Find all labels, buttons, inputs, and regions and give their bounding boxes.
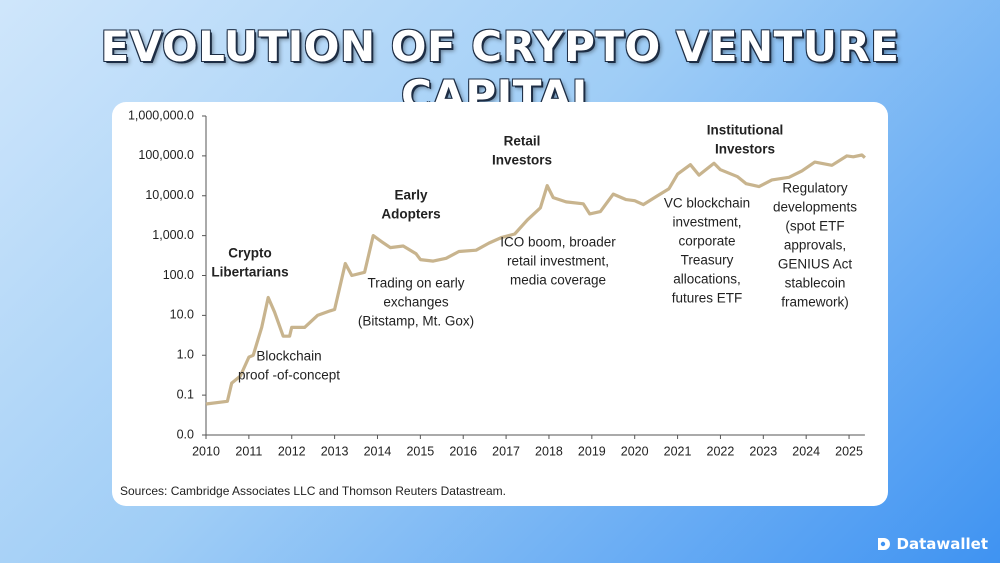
phase-label: Adopters xyxy=(381,207,440,222)
y-tick-label: 1.0 xyxy=(177,348,194,362)
phase-label: Investors xyxy=(492,153,552,168)
x-tick-label: 2014 xyxy=(364,444,392,458)
y-tick-label: 1,000,000.0 xyxy=(128,108,194,122)
phase-note: Treasury xyxy=(681,253,734,268)
phase-note: Trading on early xyxy=(367,276,464,291)
phase-note: GENIUS Act xyxy=(778,257,853,272)
y-tick-label: 10.0 xyxy=(170,308,194,322)
x-tick-label: 2020 xyxy=(621,444,649,458)
x-tick-label: 2010 xyxy=(192,444,220,458)
phase-note: investment, xyxy=(672,215,741,230)
chart-card xyxy=(112,102,888,506)
x-tick-label: 2021 xyxy=(664,444,692,458)
phase-note: proof -of-concept xyxy=(238,368,340,383)
price-line xyxy=(205,153,866,406)
phase-label: Investors xyxy=(715,142,775,157)
y-tick-label: 100.0 xyxy=(163,268,194,282)
phase-note: Blockchain xyxy=(256,349,321,364)
x-tick-label: 2022 xyxy=(707,444,735,458)
phase-label: Crypto xyxy=(228,246,272,261)
x-tick-label: 2011 xyxy=(235,444,262,458)
x-tick-label: 2016 xyxy=(449,444,477,458)
phase-note: retail investment, xyxy=(507,254,609,269)
y-tick-label: 100,000.0 xyxy=(138,148,194,162)
x-tick-label: 2025 xyxy=(835,444,863,458)
phase-note: exchanges xyxy=(383,295,449,310)
x-tick-label: 2017 xyxy=(492,444,520,458)
phase-note: corporate xyxy=(678,234,735,249)
phase-note: VC blockchain xyxy=(664,196,750,211)
brand: Datawallet xyxy=(876,535,988,553)
x-tick-label: 2019 xyxy=(578,444,606,458)
y-tick-label: 0.0 xyxy=(177,427,194,441)
x-tick-label: 2018 xyxy=(535,444,563,458)
phase-note: framework) xyxy=(781,295,849,310)
phase-label: Libertarians xyxy=(211,265,288,280)
brand-logo xyxy=(877,538,890,550)
phase-label: Institutional xyxy=(707,123,784,138)
brand-name: Datawallet xyxy=(896,535,988,553)
source-note: Sources: Cambridge Associates LLC and Th… xyxy=(120,484,506,498)
x-tick-label: 2013 xyxy=(321,444,349,458)
phase-label: Retail xyxy=(504,134,541,149)
phase-note: futures ETF xyxy=(672,291,743,306)
phase-note: allocations, xyxy=(673,272,741,287)
phase-note: media coverage xyxy=(510,273,606,288)
y-tick-label: 1,000.0 xyxy=(152,228,194,242)
phase-note: (Bitstamp, Mt. Gox) xyxy=(358,314,474,329)
x-tick-label: 2015 xyxy=(406,444,434,458)
phase-note: Regulatory xyxy=(782,181,848,196)
phase-note: ICO boom, broader xyxy=(500,235,616,250)
slide-title: EVOLUTION OF CRYPTO VENTURE CAPITAL xyxy=(100,22,900,120)
x-tick-label: 2024 xyxy=(792,444,820,458)
phase-note: (spot ETF xyxy=(785,219,844,234)
phase-note: approvals, xyxy=(784,238,846,253)
y-tick-label: 10,000.0 xyxy=(145,188,194,202)
y-tick-label: 0.1 xyxy=(177,387,194,401)
phase-note: stablecoin xyxy=(785,276,846,291)
x-tick-label: 2012 xyxy=(278,444,306,458)
phase-note: developments xyxy=(773,200,857,215)
x-tick-label: 2023 xyxy=(749,444,777,458)
phase-label: Early xyxy=(394,188,428,203)
